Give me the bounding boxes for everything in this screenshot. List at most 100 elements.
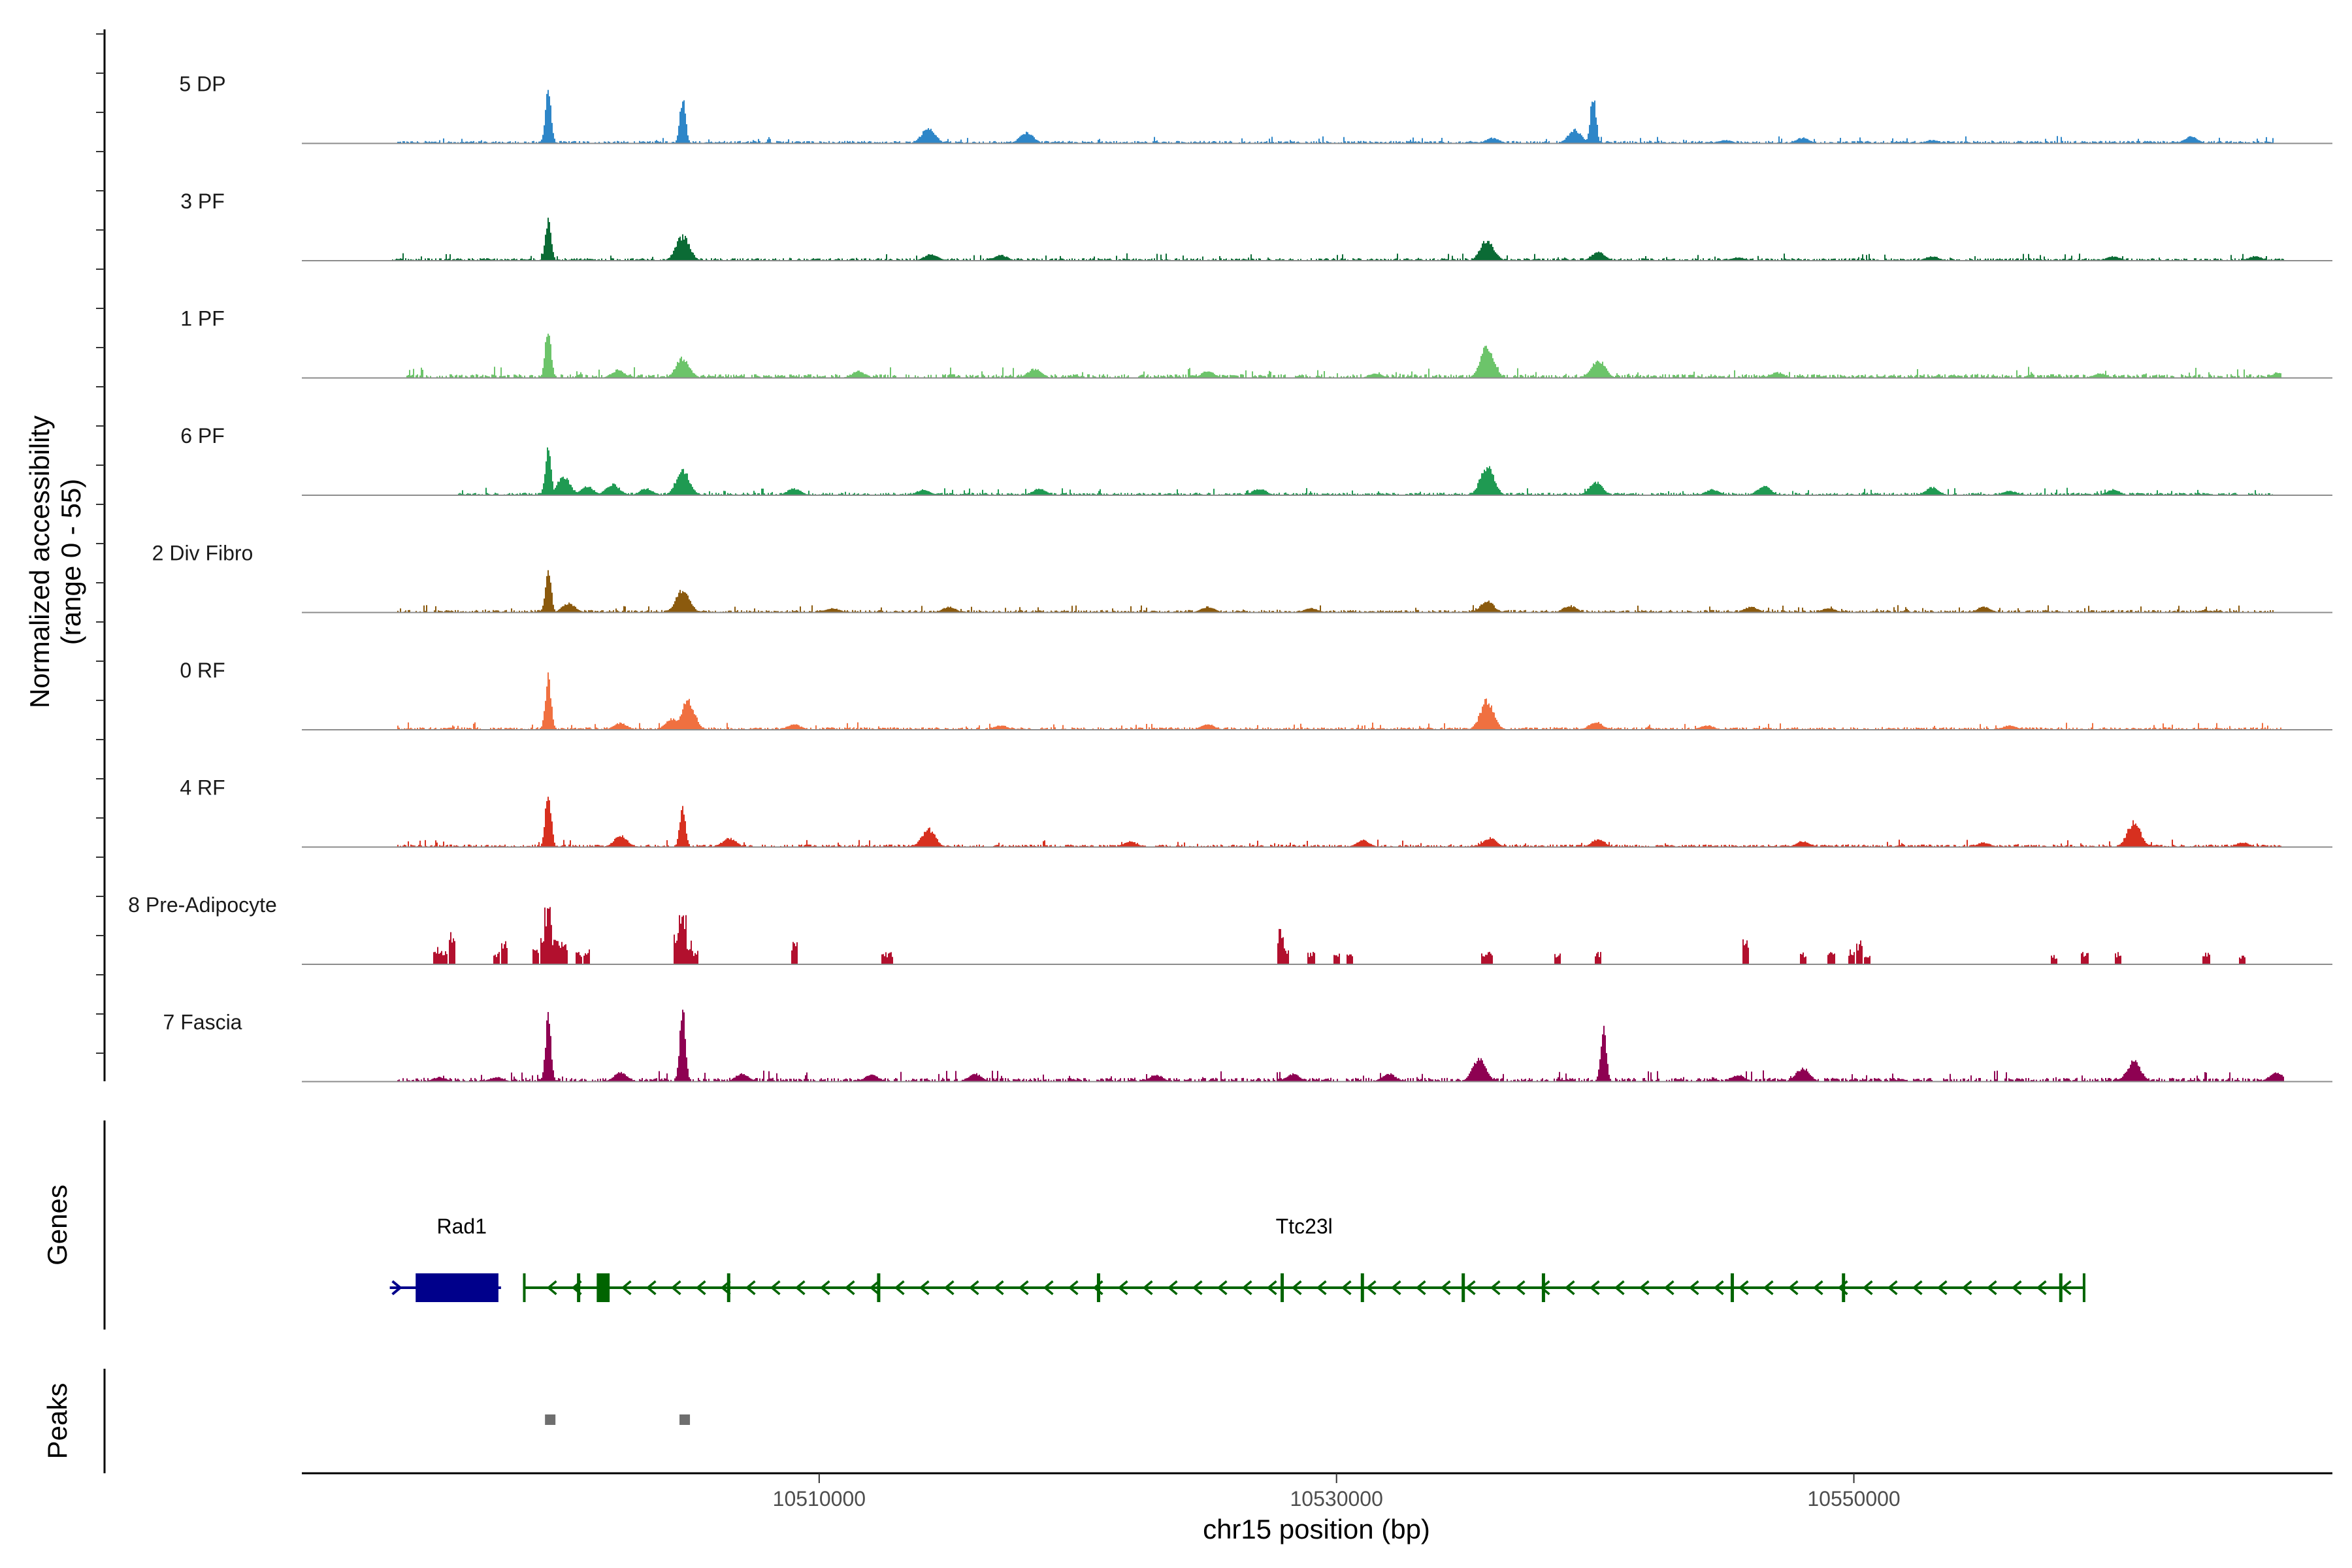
strand-arrow-icon: [596, 1280, 607, 1296]
strand-arrow-icon: [621, 1280, 632, 1296]
strand-arrow-icon: [1663, 1280, 1674, 1296]
strand-arrow-icon: [1688, 1280, 1699, 1296]
strand-arrow-icon: [1639, 1280, 1650, 1296]
strand-arrow-icon: [1539, 1280, 1550, 1296]
strand-arrow-icon: [1589, 1280, 1600, 1296]
strand-arrow-icon: [1936, 1280, 1948, 1296]
strand-arrow-icon: [1465, 1280, 1476, 1296]
track-5-dp: 5 DP: [179, 73, 2332, 144]
strand-arrow-icon: [1291, 1280, 1302, 1296]
strand-arrow-icon: [1217, 1280, 1228, 1296]
gene-label: Rad1: [436, 1215, 487, 1238]
strand-arrow-icon: [1117, 1280, 1128, 1296]
strand-arrow-icon: [993, 1280, 1004, 1296]
strand-arrow-icon: [645, 1280, 657, 1296]
strand-arrow-icon: [1812, 1280, 1823, 1296]
strand-arrow-icon: [1912, 1280, 1923, 1296]
strand-arrow-icon: [1241, 1280, 1252, 1296]
x-tick-label: 10510000: [773, 1487, 866, 1511]
x-axis-ticks: 10510000 10530000 10550000: [773, 1473, 1901, 1511]
strand-arrow-icon: [1738, 1280, 1749, 1296]
strand-arrow-icon: [1713, 1280, 1724, 1296]
peak-regions-track: [545, 1414, 691, 1425]
strand-arrow-icon: [770, 1280, 781, 1296]
strand-arrow-icon: [1266, 1280, 1277, 1296]
strand-arrow-icon: [1365, 1280, 1377, 1296]
strand-arrow-icon: [1986, 1280, 1997, 1296]
genes-panel-title: Genes: [42, 1184, 73, 1266]
strand-arrow-icon: [894, 1280, 905, 1296]
coverage-tracks: 5 DP 3 PF 1 PF 6 PF 2 Div Fibro 0 RF 4 RF 8 Pre…: [128, 73, 2332, 1083]
strand-arrow-icon: [1142, 1280, 1153, 1296]
strand-arrow-icon: [1614, 1280, 1625, 1296]
x-tick-label: 10550000: [1807, 1487, 1900, 1511]
strand-arrow-icon: [794, 1280, 806, 1296]
strand-arrow-icon: [919, 1280, 930, 1296]
x-axis-title: chr15 position (bp): [1203, 1514, 1430, 1544]
strand-arrow-icon: [546, 1280, 557, 1296]
track-1-pf: 1 PF: [180, 307, 2332, 379]
track-label: 0 RF: [180, 659, 225, 682]
strand-arrow-icon: [1316, 1280, 1327, 1296]
track-label: 3 PF: [180, 189, 225, 213]
strand-arrow-icon: [1564, 1280, 1575, 1296]
strand-arrow-icon: [2061, 1280, 2072, 1296]
coverage-area: [397, 672, 2281, 730]
strand-arrow-icon: [1887, 1280, 1898, 1296]
strand-arrow-icon: [1390, 1280, 1401, 1296]
strand-arrow-icon: [1763, 1280, 1774, 1296]
track-6-pf: 6 PF: [180, 424, 2332, 496]
track-label: 2 Div Fibro: [152, 542, 253, 565]
strand-arrow-icon: [1862, 1280, 1873, 1296]
x-tick-label: 10530000: [1290, 1487, 1383, 1511]
y-axis-title-line2: (range 0 - 55): [56, 479, 86, 645]
strand-arrow-icon: [844, 1280, 855, 1296]
strand-arrow-icon: [869, 1280, 880, 1296]
y-axis-title-line1: Normalized accessibility: [24, 416, 55, 708]
strand-arrow-icon: [1415, 1280, 1426, 1296]
peaks-panel-title: Peaks: [42, 1383, 73, 1460]
strand-arrow-icon: [1167, 1280, 1178, 1296]
strand-arrow-icon: [1341, 1280, 1352, 1296]
gene-exon: [596, 1273, 610, 1302]
gene-annotation-track: Rad1 Ttc23l: [389, 1215, 2085, 1302]
track-4-rf: 4 RF: [180, 776, 2332, 848]
strand-arrow-icon: [1961, 1280, 1972, 1296]
strand-arrow-icon: [968, 1280, 979, 1296]
track-label: 4 RF: [180, 776, 225, 800]
strand-arrow-icon: [1043, 1280, 1054, 1296]
gene-rad1: Rad1: [389, 1215, 501, 1302]
gene-exon: [416, 1273, 498, 1302]
strand-arrow-icon: [1440, 1280, 1451, 1296]
track-label: 6 PF: [180, 424, 225, 448]
track-label: 7 Fascia: [163, 1011, 242, 1034]
strand-arrow-icon: [391, 1280, 402, 1296]
strand-arrow-icon: [670, 1280, 681, 1296]
track-8-pre-adipocyte: 8 Pre-Adipocyte: [128, 893, 2332, 965]
strand-arrow-icon: [819, 1280, 830, 1296]
strand-arrow-icon: [1068, 1280, 1079, 1296]
strand-arrow-icon: [1514, 1280, 1526, 1296]
track-7-fascia: 7 Fascia: [163, 1009, 2332, 1083]
strand-arrow-icon: [1192, 1280, 1203, 1296]
strand-arrow-icon: [2036, 1280, 2047, 1296]
track-label: 1 PF: [180, 307, 225, 331]
peak-region: [545, 1414, 556, 1425]
gene-ttc23l: Ttc23l: [523, 1215, 2085, 1302]
strand-arrow-icon: [695, 1280, 706, 1296]
strand-arrow-icon: [943, 1280, 955, 1296]
strand-arrow-icon: [1018, 1280, 1029, 1296]
strand-arrow-icon: [1490, 1280, 1501, 1296]
coverage-y-ticks: [96, 33, 105, 1054]
y-axis-title: Normalized accessibility (range 0 - 55): [24, 416, 86, 708]
gene-label: Ttc23l: [1276, 1215, 1333, 1238]
track-label: 5 DP: [179, 73, 225, 96]
track-3-pf: 3 PF: [180, 189, 2332, 261]
track-label: 8 Pre-Adipocyte: [128, 893, 277, 917]
strand-arrow-icon: [1788, 1280, 1799, 1296]
strand-arrow-icon: [745, 1280, 756, 1296]
track-0-rf: 0 RF: [180, 659, 2332, 730]
peak-region: [679, 1414, 691, 1425]
